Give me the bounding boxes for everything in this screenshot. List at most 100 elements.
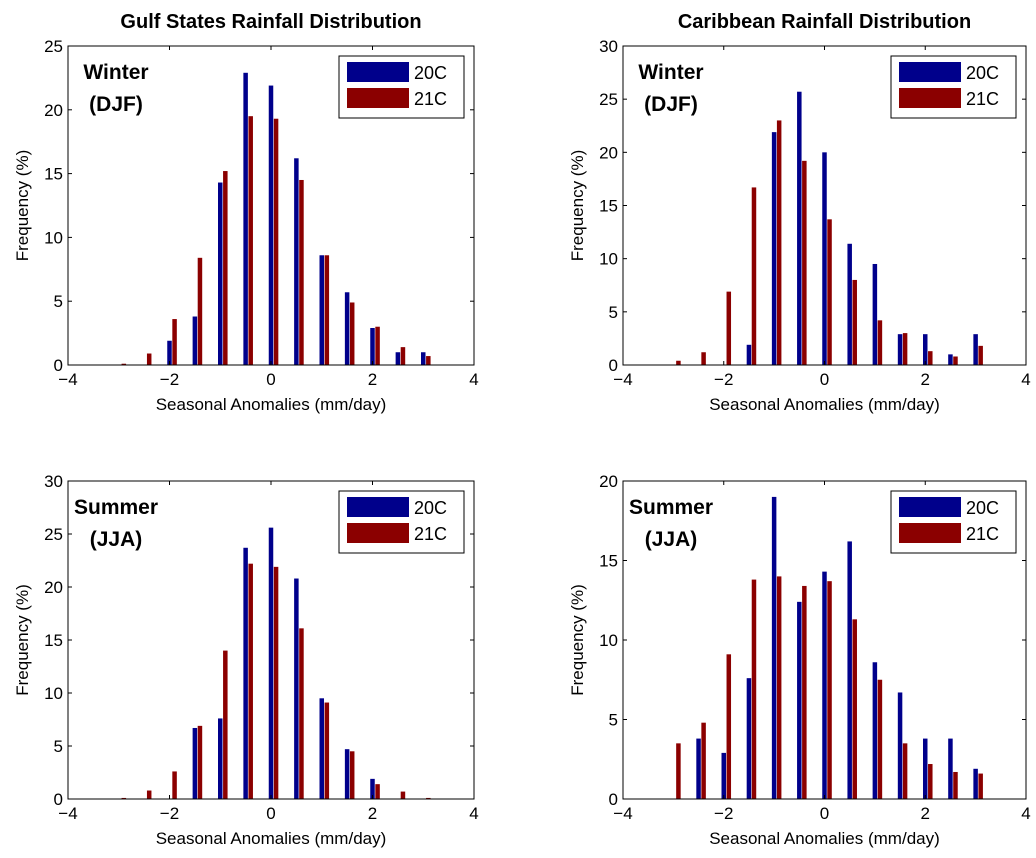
y-tick-label: 30 [44,472,63,491]
chart-panel-0: Gulf States Rainfall Distribution −4 −2 0 2 4… [13,11,479,414]
y-tick-label: 20 [599,143,618,162]
legend-label: 20C [966,498,999,518]
x-axis-label: Seasonal Anomalies (mm/day) [156,829,387,848]
bar-20C-9 [923,738,928,799]
bar-21C-1 [146,353,152,365]
bar-21C-12 [426,356,431,365]
y-axis-label: Frequency (%) [568,584,587,695]
bar-21C-12 [978,773,983,799]
bar-20C-0 [167,340,172,365]
bar-21C-7 [852,279,857,365]
bar-21C-9 [902,333,908,365]
y-tick-label: 5 [609,711,618,730]
bar-21C-4 [223,650,228,799]
y-tick-label: 10 [44,228,63,247]
bar-20C-3 [243,72,248,366]
x-tick-label: −2 [160,804,179,823]
x-tick-label: 4 [1021,370,1030,389]
chart-title: Gulf States Rainfall Distribution [120,11,421,33]
bar-21C-8 [324,702,330,799]
legend-swatch-21C [899,88,961,108]
legend-label: 21C [414,89,447,109]
bar-21C-0 [121,363,127,365]
bar-21C-11 [400,791,406,799]
bar-21C-9 [349,302,355,365]
y-tick-label: 15 [44,631,63,650]
x-tick-label: −2 [160,370,179,389]
chart-panel-2: −4 −2 0 2 4 0 5 10 15 20 25 30 Seasonal Anomalies (m… [13,472,479,848]
legend-swatch-21C [347,88,409,108]
chart-panel-3: −4 −2 0 2 4 0 5 10 15 20 Seasonal Anomalies (mm/da… [568,472,1031,848]
y-tick-label: 0 [609,356,618,375]
bar-21C-2 [172,771,177,799]
legend-label: 20C [414,63,447,83]
bar-20C-5 [294,158,299,365]
x-axis-label: Seasonal Anomalies (mm/day) [709,395,940,414]
season-annotation: (DJF) [89,93,143,116]
y-tick-label: 0 [54,790,63,809]
bar-21C-5 [802,585,807,799]
x-tick-label: 2 [921,804,930,823]
legend-swatch-20C [347,62,409,82]
bar-20C-11 [973,768,978,799]
chart-title: Caribbean Rainfall Distribution [678,11,971,33]
bar-21C-1 [146,790,152,799]
legend-label: 21C [966,89,999,109]
bar-21C-6 [273,118,279,366]
bar-21C-0 [676,743,681,799]
y-tick-label: 25 [44,525,63,544]
bar-21C-7 [299,179,304,365]
bar-21C-4 [776,576,782,799]
bar-21C-7 [299,628,304,799]
bar-21C-3 [751,579,757,799]
x-tick-label: 2 [921,370,930,389]
bar-21C-7 [852,619,857,799]
bar-20C-1 [771,132,777,365]
x-tick-label: 4 [469,804,478,823]
y-tick-label: 15 [44,165,63,184]
season-annotation: (JJA) [90,528,143,551]
chart-panel-1: Caribbean Rainfall Distribution −4 −2 0 2 4 0 5… [568,11,1031,414]
y-tick-label: 10 [599,250,618,269]
bar-20C-9 [395,352,401,365]
x-tick-label: 0 [266,804,275,823]
bar-20C-10 [948,738,953,799]
bar-21C-8 [877,679,883,799]
x-tick-label: −2 [714,370,733,389]
x-tick-label: 0 [820,370,829,389]
x-axis-label: Seasonal Anomalies (mm/day) [709,829,940,848]
bar-21C-3 [751,187,757,365]
bar-21C-2 [726,291,732,365]
y-tick-label: 10 [599,631,618,650]
legend-label: 20C [966,63,999,83]
bar-20C-3 [268,527,274,799]
legend-swatch-21C [899,523,961,543]
bar-20C-10 [421,352,426,365]
y-tick-label: 15 [599,552,618,571]
bar-20C-4 [797,601,802,799]
y-tick-label: 20 [599,472,618,491]
bar-20C-4 [294,578,299,799]
legend-swatch-20C [899,497,961,517]
bar-20C-5 [872,263,878,365]
y-axis-label: Frequency (%) [13,584,32,695]
bar-20C-2 [218,182,223,365]
bar-20C-5 [319,698,324,799]
y-tick-label: 20 [44,101,63,120]
y-tick-label: 10 [44,684,63,703]
bar-21C-11 [953,771,958,799]
y-tick-label: 5 [54,292,63,311]
bar-21C-8 [324,255,330,365]
x-tick-label: 0 [820,804,829,823]
bar-21C-11 [400,347,406,365]
season-annotation: (DJF) [644,93,698,116]
y-tick-label: 0 [609,790,618,809]
legend-swatch-20C [347,497,409,517]
bar-20C-2 [797,91,802,366]
bar-20C-1 [192,316,198,365]
bar-21C-3 [197,257,203,365]
season-annotation: Summer [629,496,713,519]
legend-swatch-20C [899,62,961,82]
